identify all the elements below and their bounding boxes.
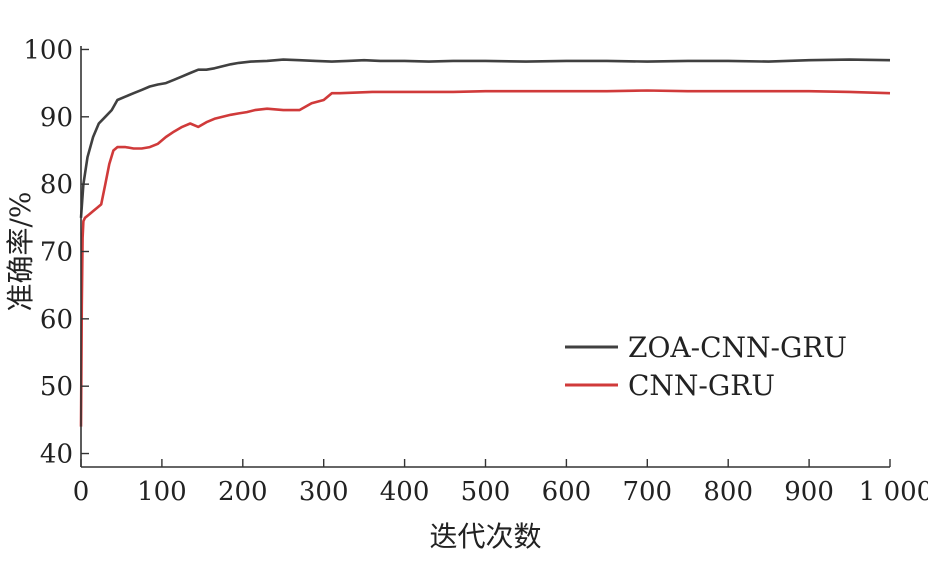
x-tick-label: 400 [380,477,430,507]
y-ticks: 40 50 60 70 80 90 100 [23,35,89,470]
y-tick-label: 50 [40,372,73,402]
x-tick-label: 200 [218,477,268,507]
x-tick-label: 0 [73,477,90,507]
series-line-zoa-cnn-gru [79,58,891,218]
x-axis-title: 迭代次数 [429,520,541,553]
x-tick-label: 900 [784,477,834,507]
x-tick-label: 600 [542,477,592,507]
series-line-cnn-gru [79,89,891,427]
x-tick-label: 1 000 [859,477,928,507]
y-tick-label: 60 [40,305,73,335]
x-ticks: 0 100 200 300 400 500 600 700 800 900 1 000 [73,459,928,507]
y-tick-label: 100 [23,35,73,65]
legend-label-cnn-gru: CNN-GRU [628,369,775,402]
legend-label-zoa-cnn-gru: ZOA-CNN-GRU [628,331,847,364]
y-axis-title: 准确率/% [4,191,37,311]
x-tick-label: 800 [703,477,753,507]
y-tick-label: 70 [40,238,73,268]
y-tick-label: 40 [40,440,73,470]
x-tick-label: 700 [622,477,672,507]
legend: ZOA-CNN-GRU CNN-GRU [565,331,847,402]
axes [80,46,890,468]
x-tick-label: 300 [299,477,349,507]
y-tick-label: 80 [40,170,73,200]
plot-lines [79,58,891,427]
x-tick-label: 100 [137,477,187,507]
x-tick-label: 500 [461,477,511,507]
y-tick-label: 90 [40,103,73,133]
